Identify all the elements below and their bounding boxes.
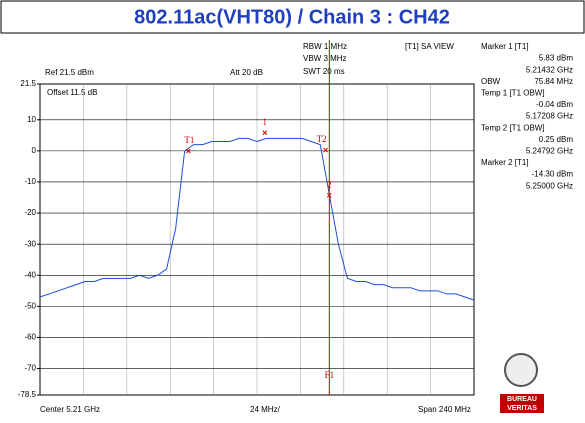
y-tick-label: -40 bbox=[24, 270, 36, 279]
marker-info: Temp 2 [T1 OBW] bbox=[481, 123, 545, 132]
marker-label: 1 bbox=[263, 117, 268, 127]
attenuation: Att 20 dB bbox=[230, 68, 263, 77]
marker-label: T1 bbox=[184, 135, 194, 145]
title-box bbox=[0, 0, 585, 34]
logo: BUREAU VERITAS bbox=[500, 353, 544, 413]
y-tick-label: -50 bbox=[24, 301, 36, 310]
rbw: RBW 1 MHz bbox=[303, 42, 347, 51]
logo-box bbox=[500, 394, 544, 413]
marker bbox=[262, 130, 268, 136]
marker bbox=[326, 192, 332, 198]
marker-info: 5.21432 GHz bbox=[526, 65, 573, 74]
marker-info: -14.30 dBm bbox=[532, 170, 574, 179]
marker-info: -0.04 dBm bbox=[536, 100, 573, 109]
y-tick-label: 21.5 bbox=[20, 79, 36, 88]
marker-info: 5.25000 GHz bbox=[526, 181, 573, 190]
marker bbox=[186, 148, 191, 154]
y-tick-label: -78.5 bbox=[18, 390, 37, 399]
marker bbox=[323, 147, 328, 153]
y-tick-label: -20 bbox=[24, 208, 36, 217]
vbw: VBW 3 MHz bbox=[303, 54, 347, 63]
freq-per-div: 24 MHz/ bbox=[250, 405, 281, 414]
chart-title: 802.11ac(VHT80) / Chain 3 : CH42 bbox=[134, 6, 450, 28]
y-tick-label: 10 bbox=[27, 115, 36, 124]
center-freq: Center 5.21 GHz bbox=[40, 405, 100, 414]
marker-label: T2 bbox=[317, 134, 327, 144]
logo-text: BUREAU bbox=[507, 396, 537, 403]
y-tick-label: -30 bbox=[24, 239, 36, 248]
marker-info: 0.25 dBm bbox=[539, 135, 574, 144]
display-line-label: F1 bbox=[325, 370, 335, 380]
swt: SWT 20 ms bbox=[303, 67, 345, 76]
y-tick-label: -60 bbox=[24, 333, 36, 342]
view: [T1] SA VIEW bbox=[405, 42, 454, 51]
offset: Offset 11.5 dB bbox=[47, 88, 97, 97]
y-tick-label: -10 bbox=[24, 177, 36, 186]
marker-info: Temp 1 [T1 OBW] bbox=[481, 89, 545, 98]
span: Span 240 MHz bbox=[418, 405, 471, 414]
trace bbox=[39, 137, 475, 301]
y-tick-label: -70 bbox=[24, 364, 36, 373]
marker-info: Marker 1 [T1] bbox=[481, 42, 529, 51]
logo-text: VERITAS bbox=[507, 405, 537, 412]
y-tick-label: 0 bbox=[32, 146, 37, 155]
marker-info: OBW bbox=[481, 77, 501, 86]
marker-info: 75.84 MHz bbox=[534, 77, 573, 86]
marker-info: 5.17208 GHz bbox=[526, 112, 573, 121]
logo-seal bbox=[504, 353, 538, 387]
marker-info: 5.24792 GHz bbox=[526, 147, 573, 156]
marker-info: Marker 2 [T1] bbox=[481, 158, 529, 167]
marker-info: 5.83 dBm bbox=[539, 54, 574, 63]
marker-label: 2 bbox=[327, 179, 332, 189]
ref-level: Ref 21.5 dBm bbox=[45, 68, 94, 77]
